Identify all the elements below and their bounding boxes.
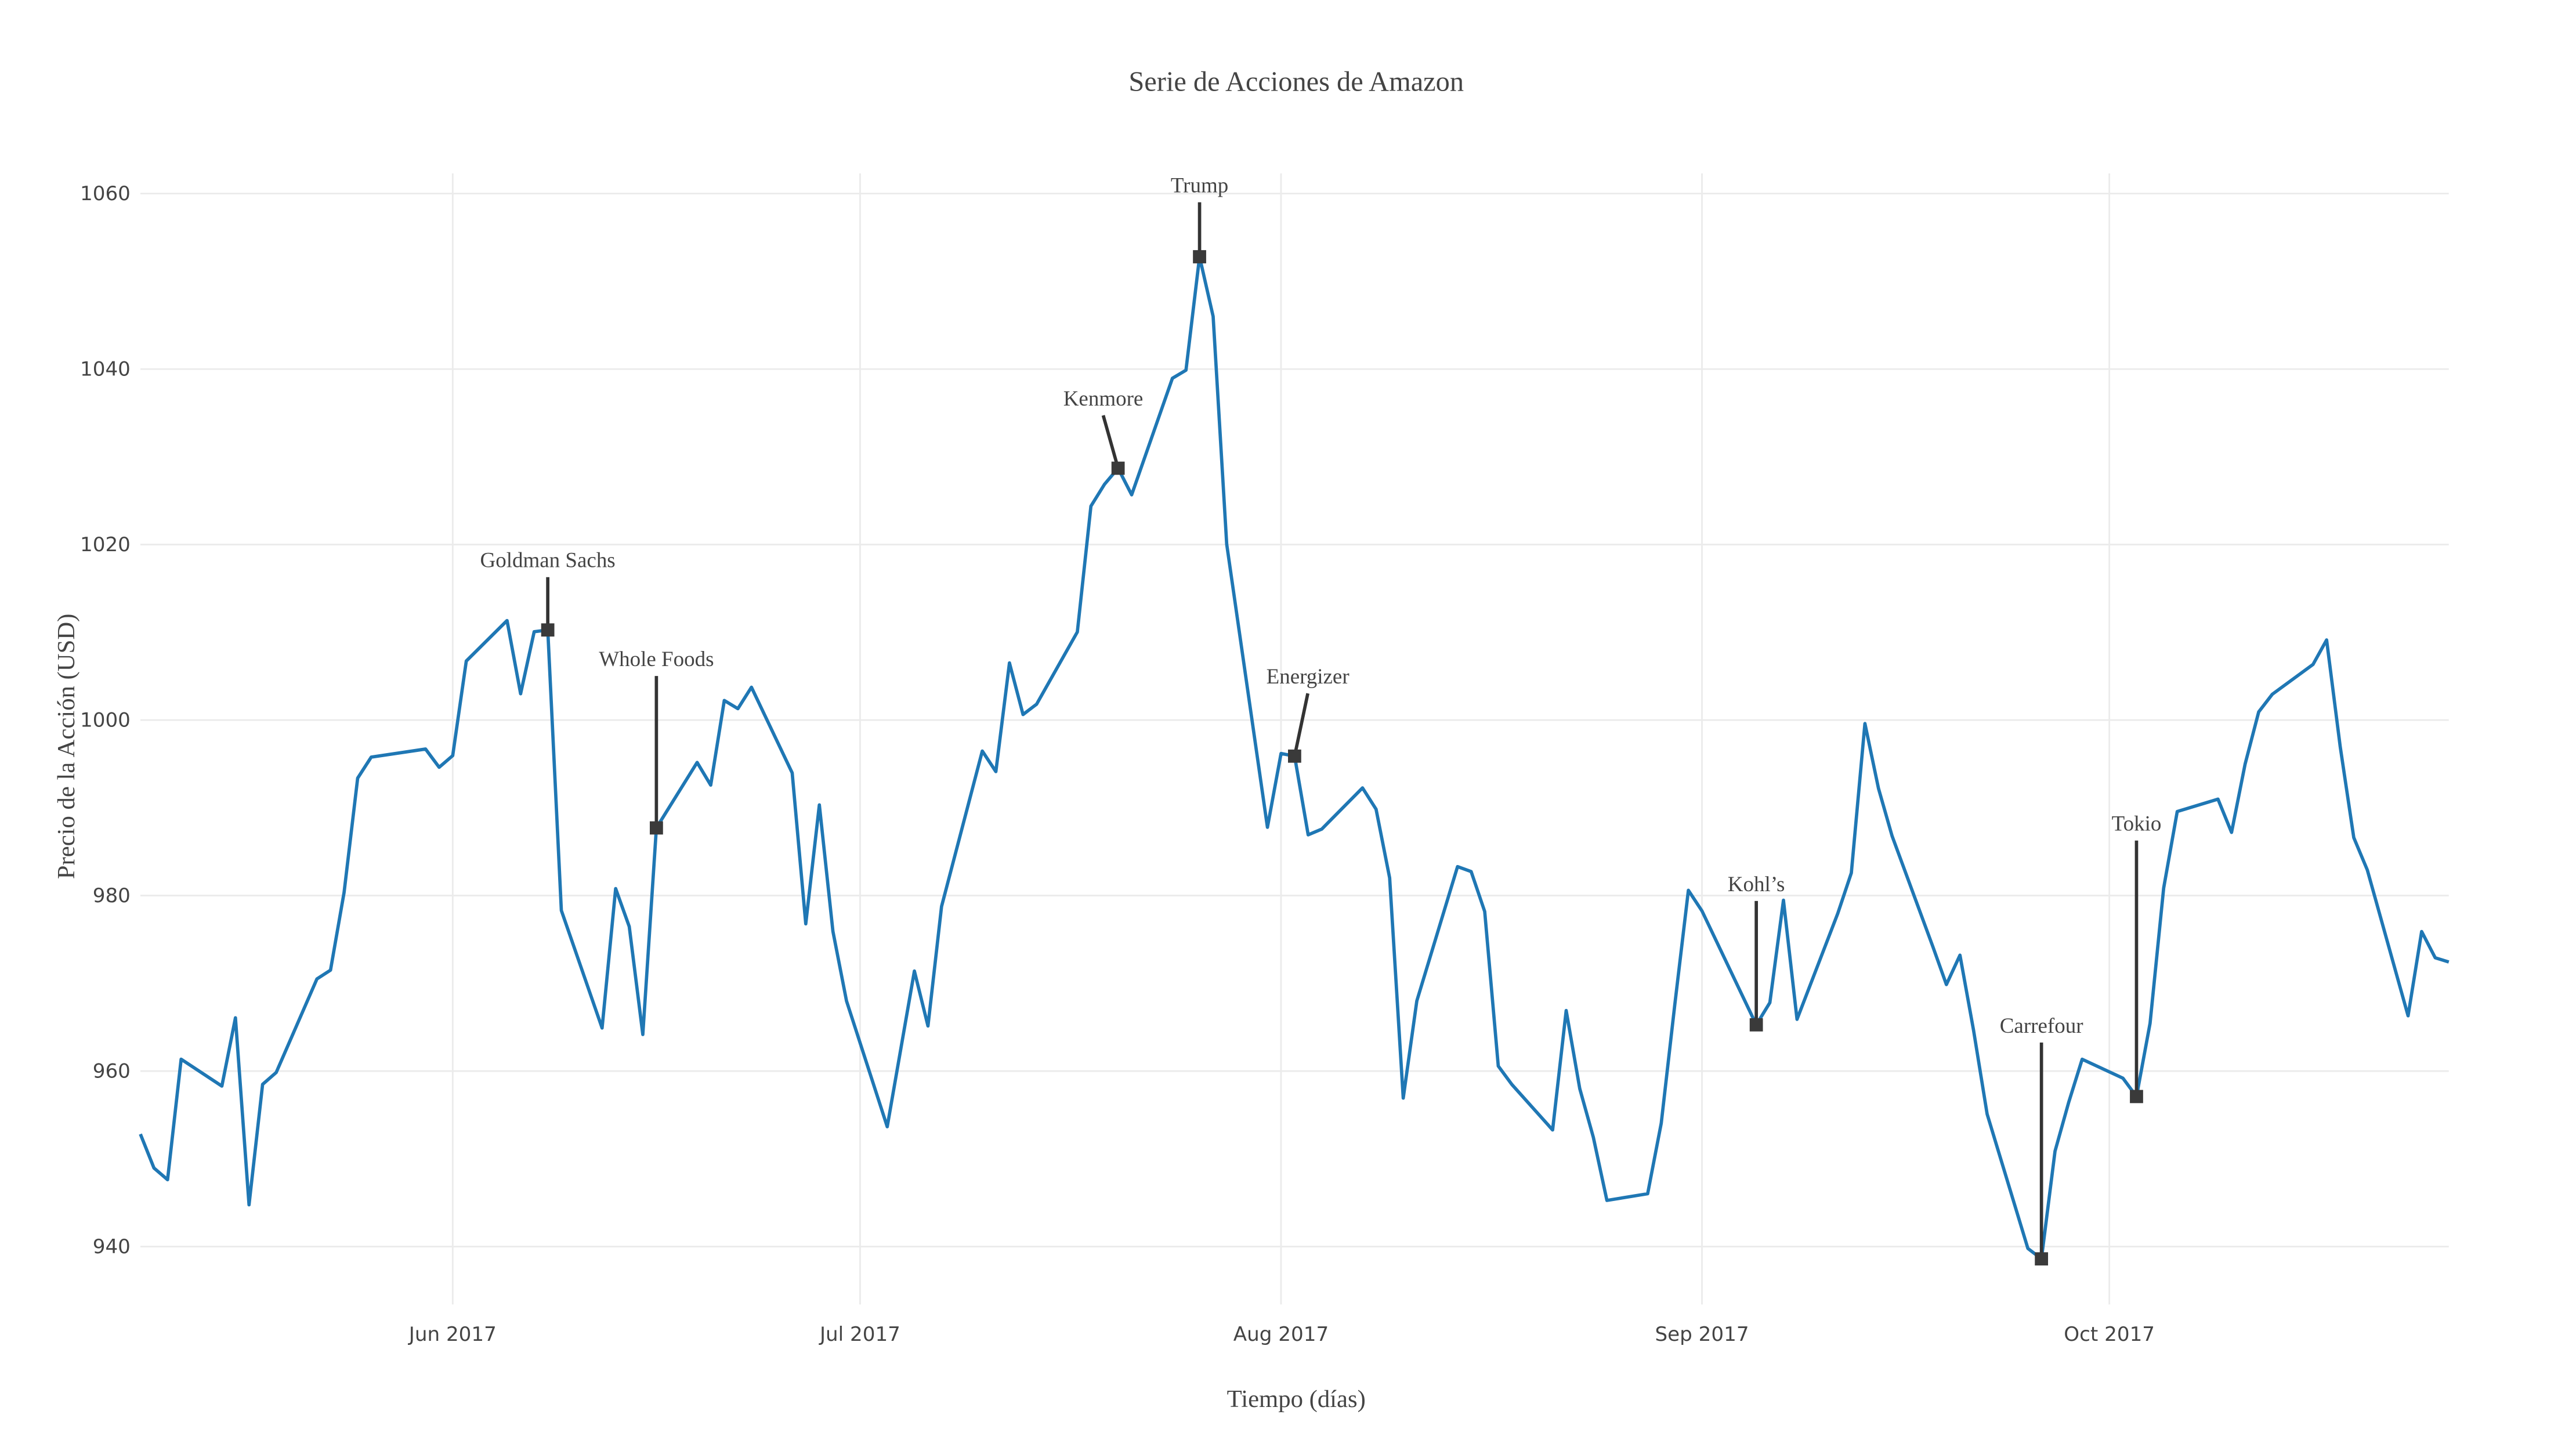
y-tick-label: 960: [93, 1059, 131, 1083]
annotation-marker: [1288, 749, 1301, 763]
price-line: [139, 255, 2450, 1261]
x-tick-label: Jul 2017: [819, 1323, 900, 1346]
annotation-label: Kohl’s: [1728, 873, 1785, 896]
annotation-label: Goldman Sachs: [480, 549, 616, 573]
x-axis-label: Tiempo (días): [1227, 1385, 1366, 1413]
y-tick-label: 1060: [80, 182, 131, 205]
annotation-marker: [541, 623, 555, 637]
y-tick-label: 980: [93, 884, 131, 907]
annotation-arrow: [1293, 693, 1309, 757]
annotation-marker: [1193, 250, 1206, 263]
annotation-marker: [1111, 461, 1125, 475]
x-tick-label: Sep 2017: [1655, 1323, 1749, 1346]
annotation-label: Carrefour: [2000, 1014, 2083, 1038]
annotation-label: Kenmore: [1063, 387, 1144, 411]
x-tick-label: Jun 2017: [408, 1323, 497, 1346]
grid: 940 960 980 1000 1020 1040 1060 Jun 2017 Jul 201…: [80, 173, 2449, 1346]
y-tick-label: 1020: [80, 533, 131, 556]
x-tick-label: Aug 2017: [1233, 1323, 1329, 1346]
x-tick-label: Oct 2017: [2064, 1323, 2155, 1346]
y-tick-label: 1040: [80, 357, 131, 381]
y-tick-label: 940: [93, 1235, 131, 1258]
plot: Goldman Sachs Whole Foods Kenmore Trump Ener…: [139, 174, 2450, 1266]
chart-title: Serie de Acciones de Amazon: [1128, 67, 1464, 97]
annotation-label: Trump: [1171, 174, 1228, 198]
y-axis-label: Precio de la Acción (USD): [53, 614, 80, 880]
annotation-marker: [2130, 1090, 2143, 1104]
annotation-label: Whole Foods: [599, 647, 714, 671]
annotation-label: Energizer: [1267, 665, 1349, 689]
annotation-arrow: [1101, 415, 1120, 469]
annotation-marker: [649, 821, 663, 835]
annotation-marker: [2035, 1252, 2049, 1266]
annotation-marker: [1749, 1018, 1763, 1032]
y-tick-label: 1000: [80, 708, 131, 732]
annotation-label: Tokio: [2112, 812, 2162, 836]
